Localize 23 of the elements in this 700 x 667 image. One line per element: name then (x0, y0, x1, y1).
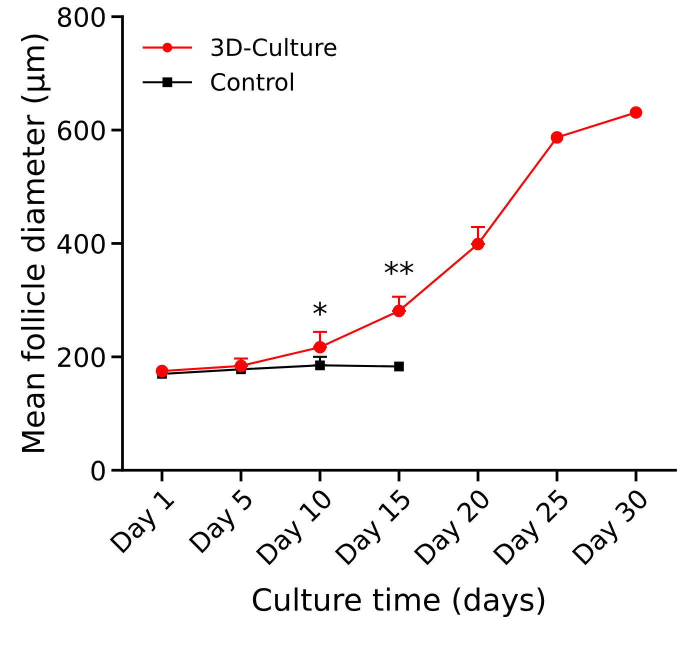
point (392, 304, 406, 318)
point (394, 362, 404, 372)
x-tick-label: Day 15 (334, 488, 416, 569)
y-tick-label: 200 (58, 347, 105, 368)
legend-label: Control (211, 72, 293, 91)
x-axis-title: Culture time (days) (252, 587, 544, 618)
annotation: * (313, 302, 327, 316)
point (472, 238, 484, 250)
x-tick-label: Day 30 (572, 488, 653, 569)
y-tick-label: 800 (58, 7, 105, 28)
point (156, 364, 168, 378)
point (550, 131, 564, 144)
point (314, 340, 326, 354)
y-tick-label: 400 (57, 234, 105, 254)
y-tick-label: 0 (91, 460, 105, 481)
legend-label: 3D-Culture (212, 38, 336, 56)
annotation: ** (384, 260, 414, 275)
y-tick-label: 600 (58, 120, 105, 140)
point (630, 106, 642, 119)
point (234, 360, 248, 372)
y-axis-title: Mean follicle diameter (µm) (21, 34, 51, 452)
point (315, 360, 325, 370)
x-tick-label: Day 25 (492, 488, 574, 569)
